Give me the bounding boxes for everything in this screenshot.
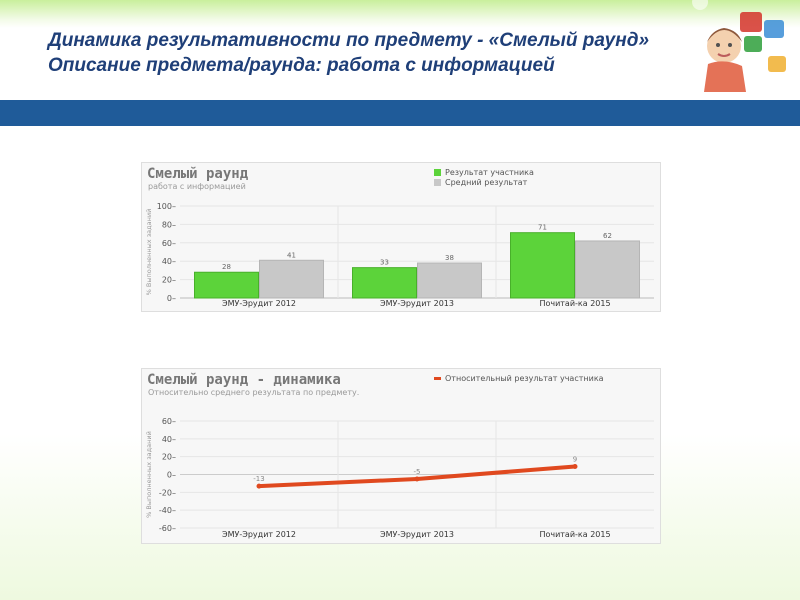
y-tick-label: 0– xyxy=(167,471,176,480)
data-label: 9 xyxy=(573,455,577,463)
y-tick-label: 40– xyxy=(162,435,176,444)
x-tick-label: ЭМУ-Эрудит 2013 xyxy=(380,299,454,308)
line-chart-title: Смелый раунд - динамика xyxy=(147,372,341,388)
legend-item: Средний результат xyxy=(434,177,534,187)
x-tick-label: ЭМУ-Эрудит 2013 xyxy=(380,530,454,539)
bar xyxy=(194,271,259,299)
line-chart-plot: -60– -40– -20– 0– 20– 40– 60– % Выполненных зад… xyxy=(145,417,654,539)
data-point xyxy=(256,483,262,489)
legend-item: Относительный результат участника xyxy=(434,373,604,383)
y-tick-label: 20– xyxy=(162,276,176,285)
data-label: 33 xyxy=(380,259,389,267)
legend-label: Средний результат xyxy=(445,177,528,187)
puzzle-illustration-icon xyxy=(692,0,786,92)
y-tick-label: -20– xyxy=(159,488,176,497)
bar xyxy=(417,262,482,299)
y-tick-label: -60– xyxy=(159,524,176,533)
legend-label: Относительный результат участника xyxy=(445,373,604,383)
slide-title: Динамика результативности по предмету - … xyxy=(48,28,748,78)
bar-chart-plot: 0– 20– 40– 60– 80– 100– % Выполненных заданий 2… xyxy=(145,202,654,308)
data-label: -5 xyxy=(414,468,421,476)
data-label: 28 xyxy=(222,263,231,271)
data-label: 62 xyxy=(603,232,612,240)
y-tick-label: 0– xyxy=(167,294,176,303)
y-axis-label: % Выполненных заданий xyxy=(145,209,153,296)
bar xyxy=(575,240,640,299)
y-tick-label: 20– xyxy=(162,453,176,462)
y-tick-label: 80– xyxy=(162,220,176,229)
slide-title-line1: Динамика результативности по предмету - … xyxy=(48,30,650,51)
legend-swatch xyxy=(434,376,441,380)
data-label: 38 xyxy=(445,254,454,262)
x-tick-label: ЭМУ-Эрудит 2012 xyxy=(222,299,296,308)
top-gradient xyxy=(0,0,800,28)
y-tick-label: -40– xyxy=(159,506,176,515)
data-label: 41 xyxy=(287,251,296,259)
bar-chart-panel: Смелый раунд работа с информацией Резуль… xyxy=(141,162,661,312)
legend-swatch xyxy=(434,168,441,176)
line-chart-panel: Смелый раунд - динамика Относительно сре… xyxy=(141,368,661,544)
legend-label: Результат участника xyxy=(445,167,534,177)
bar xyxy=(259,259,324,299)
y-axis-label: % Выполненных заданий xyxy=(145,431,153,518)
header-band xyxy=(0,100,800,126)
bar xyxy=(510,232,575,299)
bar-chart-title: Смелый раунд xyxy=(147,166,249,182)
x-tick-label: Почитай-ка 2015 xyxy=(539,530,610,539)
legend-item: Результат участника xyxy=(434,167,534,177)
data-label: -13 xyxy=(253,475,264,483)
bar xyxy=(352,267,417,299)
legend-swatch xyxy=(434,178,441,186)
slide-title-line2: Описание предмета/раунда: работа с инфор… xyxy=(48,55,555,76)
x-tick-label: ЭМУ-Эрудит 2012 xyxy=(222,530,296,539)
data-point xyxy=(572,463,578,469)
bar-chart-legend: Результат участника Средний результат xyxy=(434,167,534,187)
line-chart-legend: Относительный результат участника xyxy=(434,373,604,383)
y-tick-label: 40– xyxy=(162,257,176,266)
line-chart-subtitle: Относительно среднего результата по пред… xyxy=(148,388,360,397)
data-point xyxy=(414,476,420,482)
data-label: 71 xyxy=(538,224,547,232)
bar-chart-subtitle: работа с информацией xyxy=(148,182,246,191)
y-tick-label: 100– xyxy=(157,202,176,211)
x-tick-label: Почитай-ка 2015 xyxy=(539,299,610,308)
y-tick-label: 60– xyxy=(162,239,176,248)
y-tick-label: 60– xyxy=(162,417,176,426)
